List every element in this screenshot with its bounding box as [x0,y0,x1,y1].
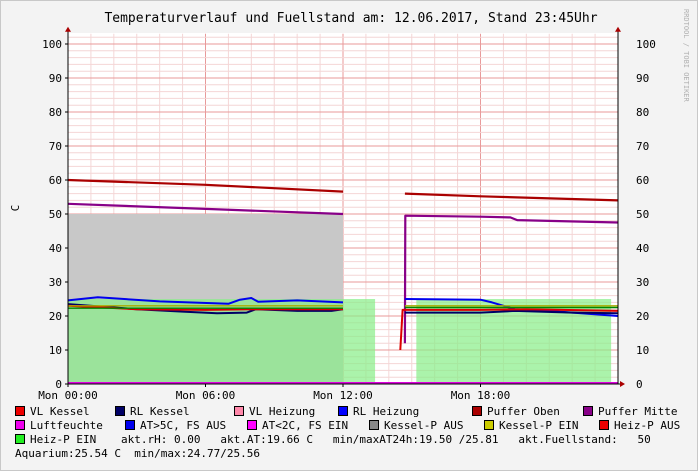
y-tick-label-right: 100 [636,38,656,51]
info-current-values: akt.rH: 0.00 akt.AT:19.66 C min/maxAT24h… [121,433,651,446]
y-tick-label: 30 [49,276,62,289]
x-tick-label: Mon 00:00 [38,389,98,401]
legend-label: RL Kessel [130,405,190,418]
legend-label: Kessel-P AUS [384,419,464,432]
y-tick-label-right: 80 [636,106,649,119]
legend-item-puffer-oben: Puffer Oben [472,405,560,419]
legend-swatch [583,406,593,416]
legend-item-heiz-p-ein: Heiz-P EIN [15,433,96,447]
legend-item-kessel-p-ein: Kessel-P EIN [484,419,578,433]
x-tick-label: Mon 06:00 [176,389,236,401]
x-tick-label: Mon 12:00 [313,389,373,401]
x-axis-arrow [620,381,625,387]
legend-item-heiz-p-aus: Heiz-P AUS [599,419,680,433]
legend-label: Heiz-P AUS [614,419,681,432]
chart-title: Temperaturverlauf und Fuellstand am: 12.… [104,11,597,26]
x-tick-labels: Mon 00:00 Mon 06:00 Mon 12:00 Mon 18:00 [38,384,510,401]
y-tick-label: 50 [49,208,62,221]
legend-item-rl-heizung: RL Heizung [338,405,419,419]
y-tick-labels-left: 0 10 20 30 40 50 60 70 80 90 100 [42,38,68,391]
legend-item-kessel-p-aus: Kessel-P AUS [369,419,463,433]
axes [65,26,625,387]
info-aquarium: Aquarium:25.54 C min/max:24.77/25.56 [15,447,261,460]
y-tick-label: 0 [55,378,62,391]
y-tick-label-right: 10 [636,344,649,357]
chart-svg: Temperaturverlauf und Fuellstand am: 12.… [9,9,690,401]
legend-label: Kessel-P EIN [499,419,579,432]
legend-swatch [115,406,125,416]
y-tick-label-right: 0 [636,378,643,391]
legend-item-at-above-5c: AT>5C, FS AUS [125,419,226,433]
series-puffer-mitte [403,214,619,344]
legend-label: AT>5C, FS AUS [140,419,227,432]
series-rl-kessel [404,309,619,315]
legend-swatch [472,406,482,416]
y-tick-label: 20 [49,310,62,323]
y-tick-label-right: 50 [636,208,649,221]
legend-label: Heiz-P EIN [30,433,97,446]
legend-label: VL Kessel [30,405,90,418]
series-at-5c-fs-aus [67,296,344,305]
x-tick-label: Mon 18:00 [451,389,511,401]
y-tick-label: 40 [49,242,62,255]
legend-swatch [15,406,25,416]
series-puffer-oben [404,192,619,202]
y-tick-labels-right: 0 10 20 30 40 50 60 70 80 90 100 [636,38,656,391]
legend-swatch [484,420,494,430]
y-axis-arrow-right [615,26,621,32]
legend-label: RL Heizung [353,405,420,418]
legend-swatch [15,420,25,430]
y-axis-arrow-left [65,26,71,32]
y-tick-label: 80 [49,106,62,119]
y-tick-label: 90 [49,72,62,85]
legend-label: Puffer Oben [487,405,560,418]
y-tick-label: 70 [49,140,62,153]
y-tick-label-right: 60 [636,174,649,187]
y-tick-label: 100 [42,38,62,51]
legend-label: VL Heizung [249,405,316,418]
y-axis-label: C [9,205,22,212]
legend-swatch [15,434,25,444]
legend-swatch [234,406,244,416]
watermark: RRDTOOL / TOBI OETIKER [682,9,690,103]
series-puffer-oben [67,178,344,193]
y-tick-label-right: 20 [636,310,649,323]
legend-swatch [338,406,348,416]
legend-item-rl-kessel: RL Kessel [115,405,190,419]
legend-item-vl-heizung: VL Heizung [234,405,315,419]
y-tick-label-right: 70 [636,140,649,153]
legend-swatch [247,420,257,430]
legend-label: AT<2C, FS EIN [262,419,349,432]
legend-swatch [125,420,135,430]
y-tick-label-right: 90 [636,72,649,85]
y-tick-label: 10 [49,344,62,357]
y-tick-label-right: 30 [636,276,649,289]
legend-label: Puffer Mitte [598,405,678,418]
legend-label: Luftfeuchte [30,419,103,432]
legend-item-vl-kessel: VL Kessel [15,405,90,419]
y-tick-label-right: 40 [636,242,649,255]
series-lines [67,178,619,384]
legend-item-at-below-2c: AT<2C, FS EIN [247,419,348,433]
legend-swatch [369,420,379,430]
legend-item-luftfeuchte: Luftfeuchte [15,419,103,433]
legend-item-puffer-mitte: Puffer Mitte [583,405,677,419]
legend-swatch [599,420,609,430]
series-puffer-mitte [67,202,344,216]
series-vl-kessel [399,308,619,351]
y-tick-label: 60 [49,174,62,187]
